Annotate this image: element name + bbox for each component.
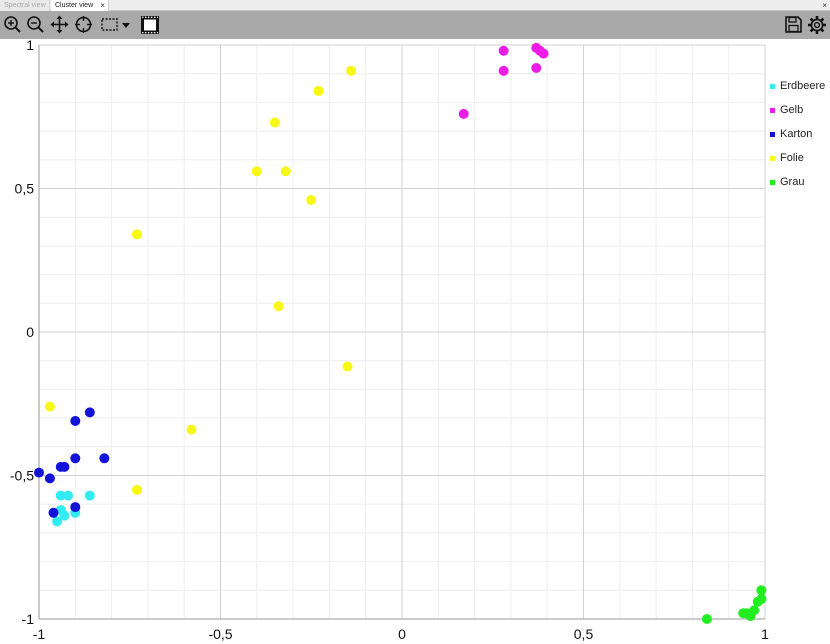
point-grau[interactable]	[741, 608, 752, 619]
point-folie[interactable]	[346, 65, 357, 76]
tab-close-icon[interactable]: ×	[100, 1, 105, 10]
y-tick-label: -0,5	[10, 468, 34, 484]
point-gelb[interactable]	[538, 48, 549, 59]
data-points	[34, 42, 767, 624]
point-folie[interactable]	[280, 166, 291, 177]
point-folie[interactable]	[313, 85, 324, 96]
legend-item-folie[interactable]: Folie	[770, 151, 804, 165]
y-tick-label: 1	[26, 39, 34, 53]
dropdown-arrow-icon	[122, 22, 130, 28]
point-folie[interactable]	[269, 117, 280, 128]
tab-spectral-view[interactable]: Spectral view	[0, 0, 50, 11]
save-icon	[785, 16, 802, 33]
settings-gear-icon	[807, 15, 826, 34]
point-gelb[interactable]	[498, 65, 509, 76]
legend-label: Karton	[780, 128, 813, 140]
legend-label: Folie	[780, 152, 804, 164]
point-erdbeere[interactable]	[52, 516, 63, 527]
settings-button[interactable]	[806, 14, 827, 35]
point-karton[interactable]	[55, 461, 66, 472]
tick-labels: -1 -0,5 0 0,5 1 1 0,5 0 -0,5 -1	[10, 39, 769, 642]
tab-bar: Spectral view Cluster view × ×	[0, 0, 830, 11]
point-folie[interactable]	[273, 301, 284, 312]
point-folie[interactable]	[44, 401, 55, 412]
plot-frame	[38, 45, 765, 620]
x-tick-label: -1	[33, 626, 46, 642]
frame-button[interactable]	[139, 14, 160, 35]
zoom-in-button[interactable]	[2, 14, 23, 35]
point-gelb[interactable]	[458, 108, 469, 119]
point-folie[interactable]	[306, 194, 317, 205]
legend-label: Grau	[780, 176, 805, 188]
point-karton[interactable]	[34, 467, 44, 478]
point-folie[interactable]	[186, 424, 197, 435]
zoom-out-icon	[27, 16, 44, 33]
legend-item-karton[interactable]: Karton	[770, 127, 812, 141]
pan-button[interactable]	[49, 14, 70, 35]
legend-swatch	[770, 131, 775, 137]
point-folie[interactable]	[132, 484, 143, 495]
legend-item-grau[interactable]: Grau	[770, 175, 804, 189]
point-gelb[interactable]	[531, 62, 542, 73]
point-karton[interactable]	[70, 453, 81, 464]
point-folie[interactable]	[132, 229, 143, 240]
point-erdbeere[interactable]	[55, 490, 66, 501]
zoom-in-icon	[4, 16, 21, 33]
legend-swatch	[770, 107, 775, 113]
x-tick-label: -0,5	[208, 626, 232, 642]
legend-swatch	[770, 83, 775, 89]
x-tick-label: 0,5	[574, 626, 594, 642]
x-tick-label: 0	[398, 626, 406, 642]
toolbar	[0, 11, 830, 39]
legend-label: Erdbeere	[780, 80, 826, 92]
point-grau[interactable]	[756, 593, 767, 604]
point-karton[interactable]	[44, 473, 55, 484]
point-karton[interactable]	[84, 407, 95, 418]
legend-item-erdbeere[interactable]: Erdbeere	[770, 79, 825, 93]
point-gelb[interactable]	[498, 45, 509, 56]
select-mode-dropdown[interactable]	[120, 14, 132, 35]
crosshair-icon	[75, 16, 92, 33]
y-tick-label: 0,5	[15, 181, 35, 197]
y-tick-label: -1	[22, 611, 35, 627]
close-panel-icon[interactable]: ×	[822, 1, 827, 10]
legend-item-gelb[interactable]: Gelb	[770, 103, 803, 117]
point-karton[interactable]	[70, 502, 81, 513]
zoom-out-button[interactable]	[25, 14, 46, 35]
legend-label: Gelb	[780, 104, 804, 116]
point-grau[interactable]	[701, 614, 712, 624]
rect-select-icon	[101, 18, 118, 31]
film-frame-icon	[140, 15, 159, 34]
tab-label: Spectral view	[4, 2, 46, 9]
point-grau[interactable]	[756, 585, 767, 596]
point-karton[interactable]	[70, 415, 81, 426]
cluster-scatter-plot[interactable]: -1 -0,5 0 0,5 1 1 0,5 0 -0,5 -1 Erdbeere Gelb Karto…	[0, 39, 830, 644]
point-karton[interactable]	[99, 453, 110, 464]
tab-cluster-view[interactable]: Cluster view ×	[51, 0, 109, 11]
point-karton[interactable]	[48, 507, 59, 518]
save-button[interactable]	[783, 14, 804, 35]
scatter-chart[interactable]: -1 -0,5 0 0,5 1 1 0,5 0 -0,5 -1	[0, 39, 830, 644]
legend-swatch	[770, 179, 775, 185]
tab-label: Cluster view	[55, 2, 94, 9]
point-folie[interactable]	[342, 361, 353, 372]
pan-icon	[50, 15, 69, 34]
minor-grid	[39, 45, 765, 619]
crosshair-button[interactable]	[73, 14, 94, 35]
point-erdbeere[interactable]	[59, 510, 70, 521]
legend-swatch	[770, 155, 775, 161]
point-erdbeere[interactable]	[63, 490, 74, 501]
rect-select-button[interactable]	[99, 14, 120, 35]
point-folie[interactable]	[251, 166, 262, 177]
x-tick-label: 1	[761, 626, 769, 642]
point-erdbeere[interactable]	[84, 490, 95, 501]
y-tick-label: 0	[26, 324, 34, 340]
